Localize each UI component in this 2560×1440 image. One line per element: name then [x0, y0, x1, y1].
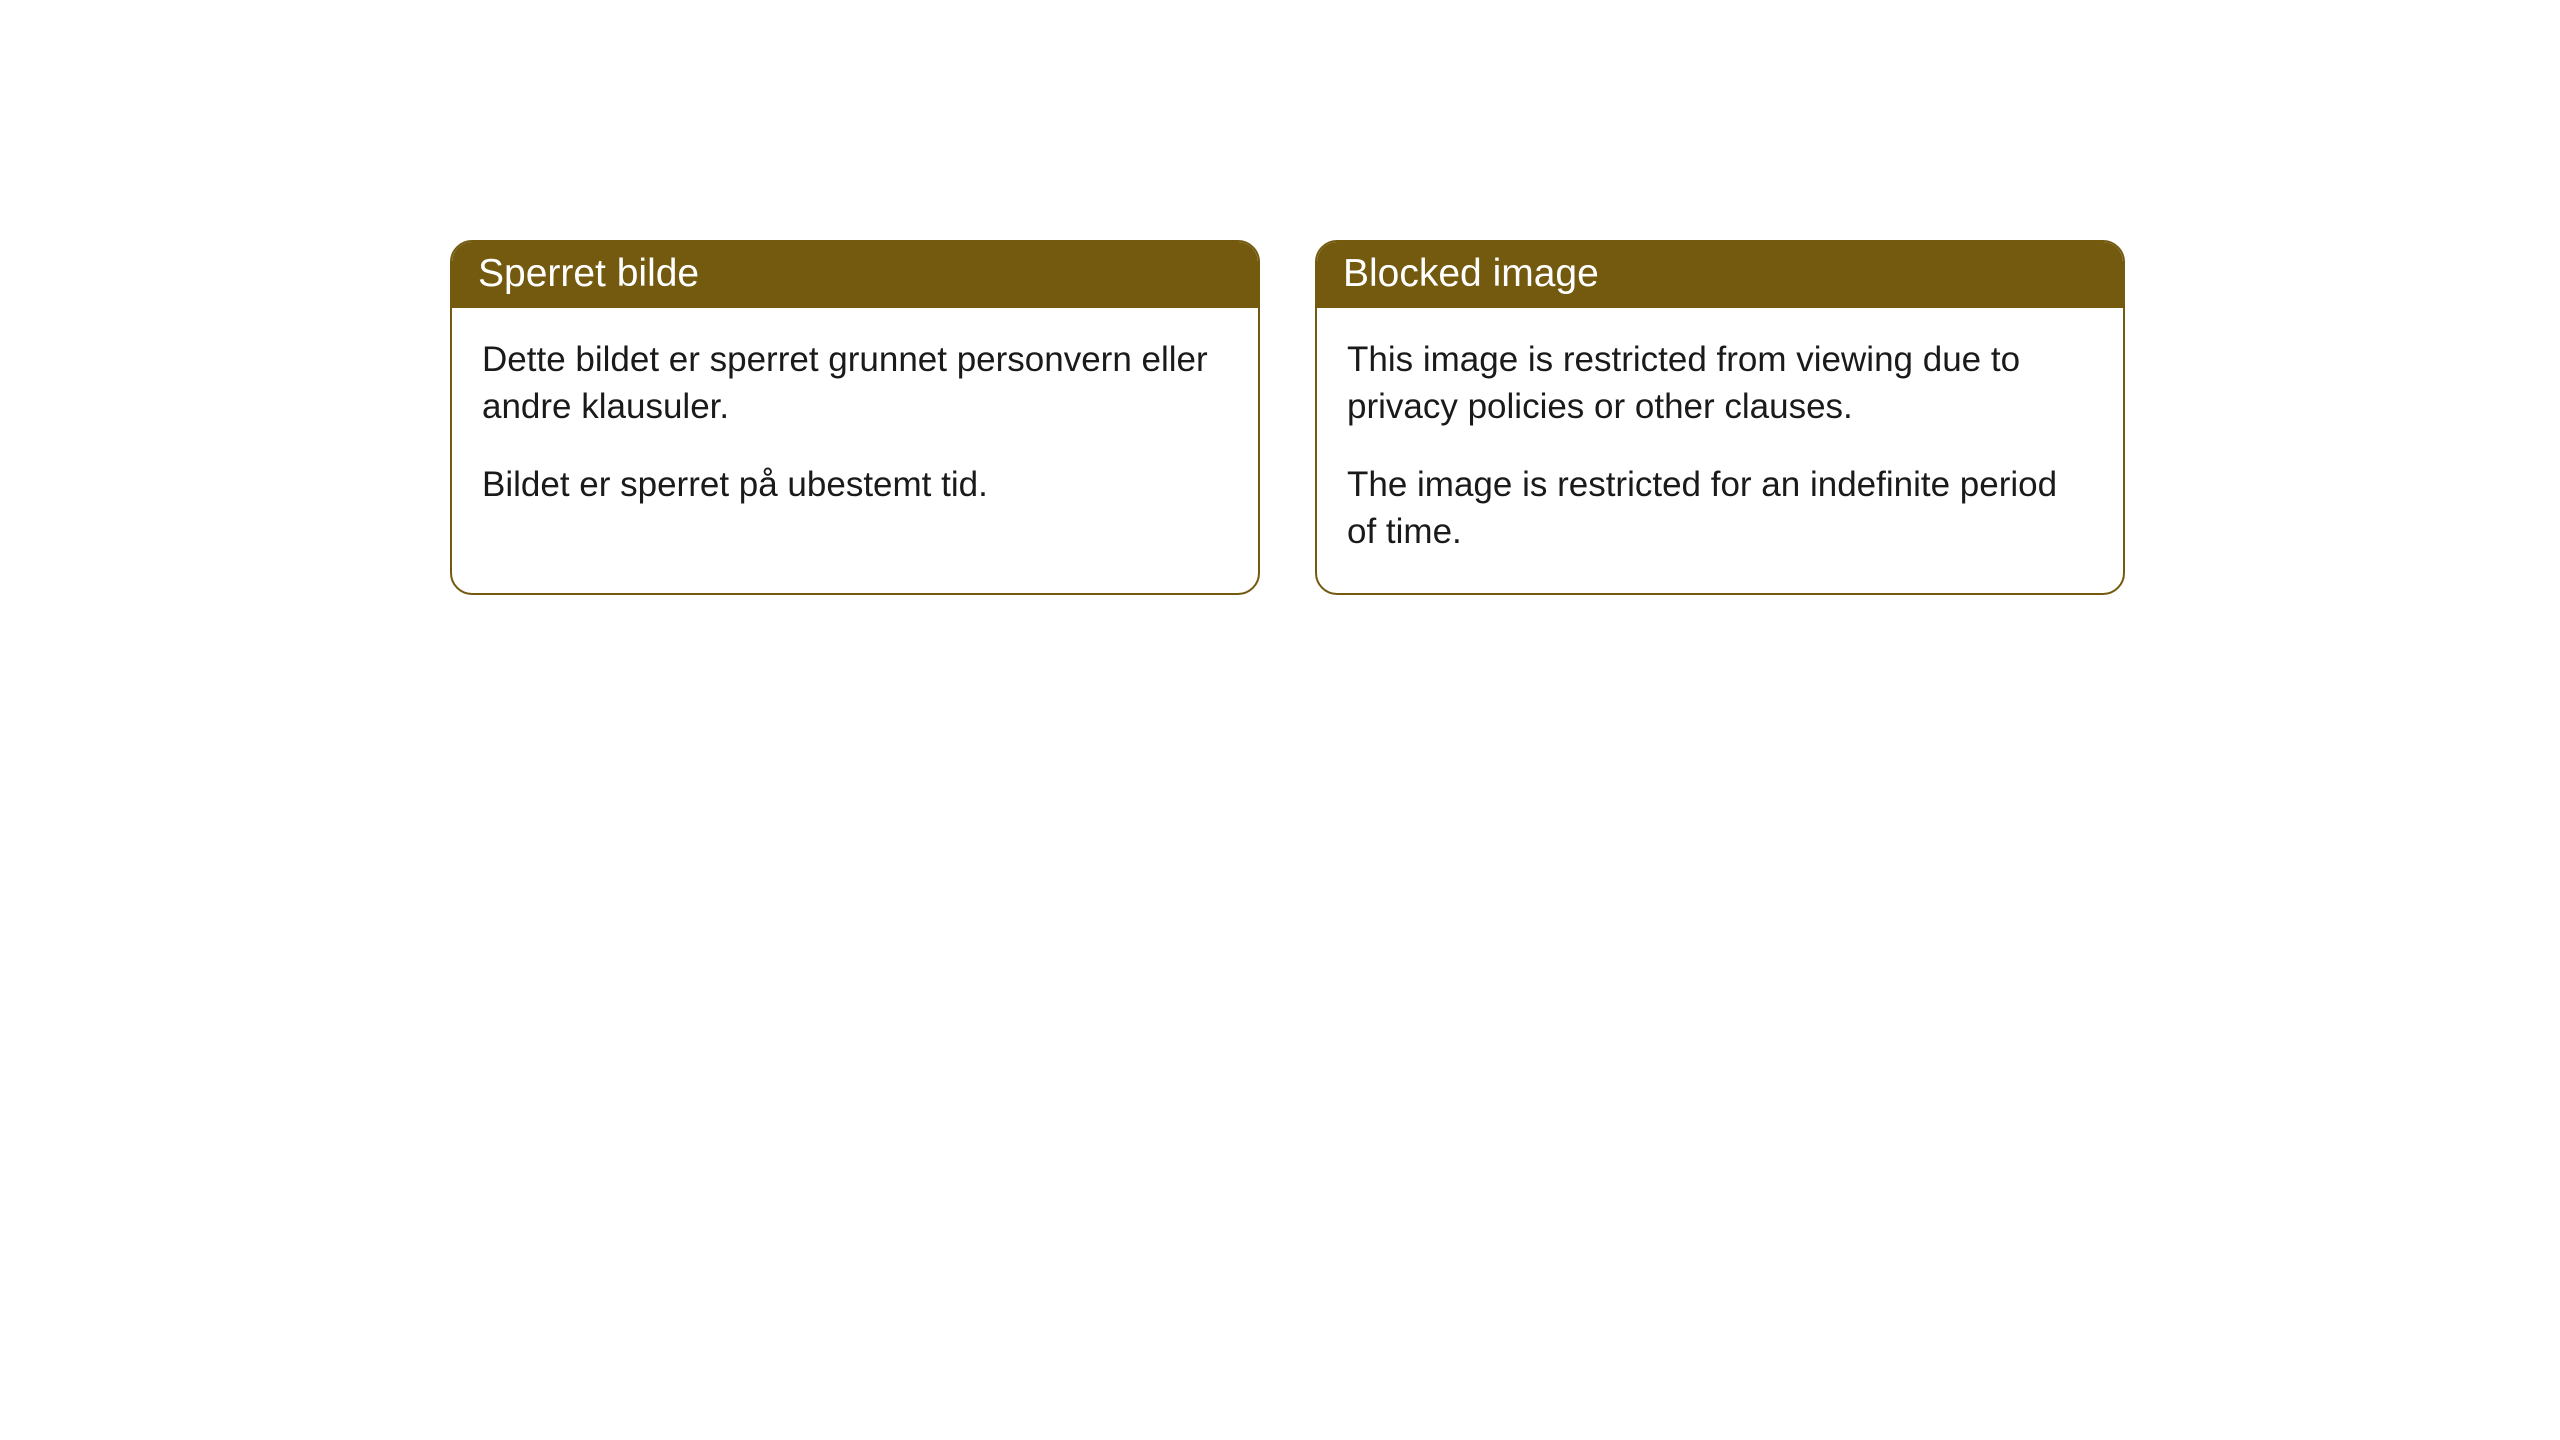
- card-paragraph-2: Bildet er sperret på ubestemt tid.: [482, 461, 1228, 508]
- card-body-english: This image is restricted from viewing du…: [1317, 308, 2123, 593]
- cards-container: Sperret bilde Dette bildet er sperret gr…: [450, 240, 2560, 595]
- card-paragraph-2: The image is restricted for an indefinit…: [1347, 461, 2093, 556]
- card-header-english: Blocked image: [1317, 242, 2123, 308]
- card-body-norwegian: Dette bildet er sperret grunnet personve…: [452, 308, 1258, 546]
- card-norwegian: Sperret bilde Dette bildet er sperret gr…: [450, 240, 1260, 595]
- card-paragraph-1: This image is restricted from viewing du…: [1347, 336, 2093, 431]
- card-header-norwegian: Sperret bilde: [452, 242, 1258, 308]
- card-paragraph-1: Dette bildet er sperret grunnet personve…: [482, 336, 1228, 431]
- card-english: Blocked image This image is restricted f…: [1315, 240, 2125, 595]
